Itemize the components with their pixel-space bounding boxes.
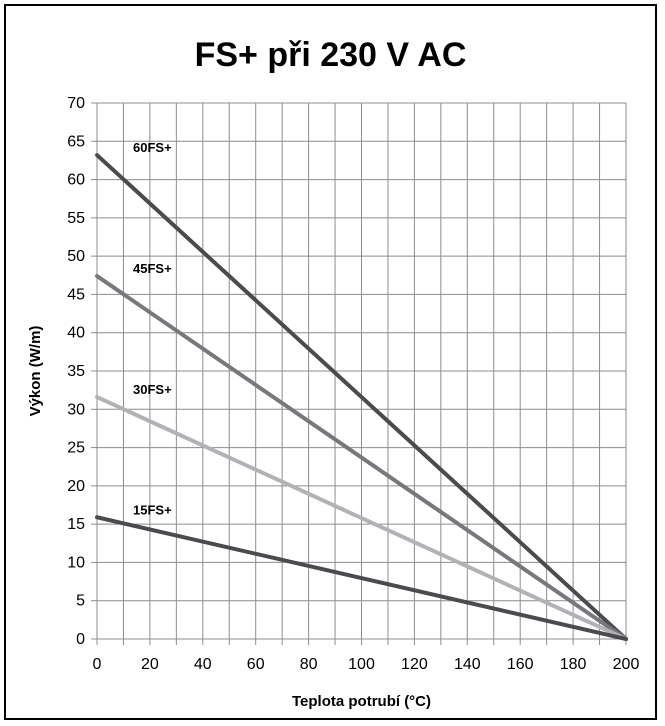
x-tick-label: 40 bbox=[194, 656, 212, 673]
y-tick-label: 65 bbox=[67, 133, 85, 150]
x-tick-label: 100 bbox=[348, 656, 375, 673]
series-line bbox=[95, 153, 628, 641]
y-tick-label: 55 bbox=[67, 210, 85, 227]
tick-labels: 0 5 10 15 20 25 30 35 40 45 50 55 60 65 70 0 20 40 60 80 100… bbox=[67, 95, 639, 673]
y-tick-label: 45 bbox=[67, 286, 85, 303]
chart-title: FS+ při 230 V AC bbox=[194, 36, 467, 74]
y-tick-label: 0 bbox=[76, 631, 85, 648]
x-tick-label: 200 bbox=[613, 656, 640, 673]
y-tick-label: 60 bbox=[67, 172, 85, 189]
x-tick-label: 20 bbox=[141, 656, 159, 673]
y-tick-label: 70 bbox=[67, 95, 85, 112]
x-tick-label: 60 bbox=[247, 656, 265, 673]
series-labels: 60FS+ 45FS+ 30FS+ 15FS+ bbox=[133, 140, 172, 517]
x-tick-label: 140 bbox=[454, 656, 481, 673]
y-tick-label: 15 bbox=[67, 516, 85, 533]
y-tick-label: 25 bbox=[67, 440, 85, 457]
x-tick-label: 120 bbox=[401, 656, 428, 673]
series-label: 30FS+ bbox=[133, 382, 172, 397]
y-tick-label: 5 bbox=[76, 593, 85, 610]
series-label: 15FS+ bbox=[133, 502, 172, 517]
x-tick-label: 0 bbox=[93, 656, 102, 673]
x-tick-label: 160 bbox=[507, 656, 534, 673]
y-tick-label: 30 bbox=[67, 401, 85, 418]
x-tick-label: 180 bbox=[560, 656, 587, 673]
y-tick-label: 20 bbox=[67, 478, 85, 495]
series-line bbox=[95, 515, 628, 641]
x-axis-label: Teplota potrubí (°C) bbox=[292, 693, 431, 710]
series-lines bbox=[95, 153, 628, 641]
series-label: 45FS+ bbox=[133, 261, 172, 276]
y-axis-label: Výkon (W/m) bbox=[27, 326, 44, 417]
series-label: 60FS+ bbox=[133, 140, 172, 155]
series-line bbox=[95, 274, 628, 641]
series-line bbox=[95, 395, 628, 641]
y-tick-label: 10 bbox=[67, 554, 85, 571]
axes bbox=[91, 102, 627, 645]
grid bbox=[97, 102, 627, 639]
y-tick-label: 40 bbox=[67, 325, 85, 342]
y-tick-label: 50 bbox=[67, 248, 85, 265]
y-tick-label: 35 bbox=[67, 363, 85, 380]
x-tick-label: 80 bbox=[300, 656, 318, 673]
